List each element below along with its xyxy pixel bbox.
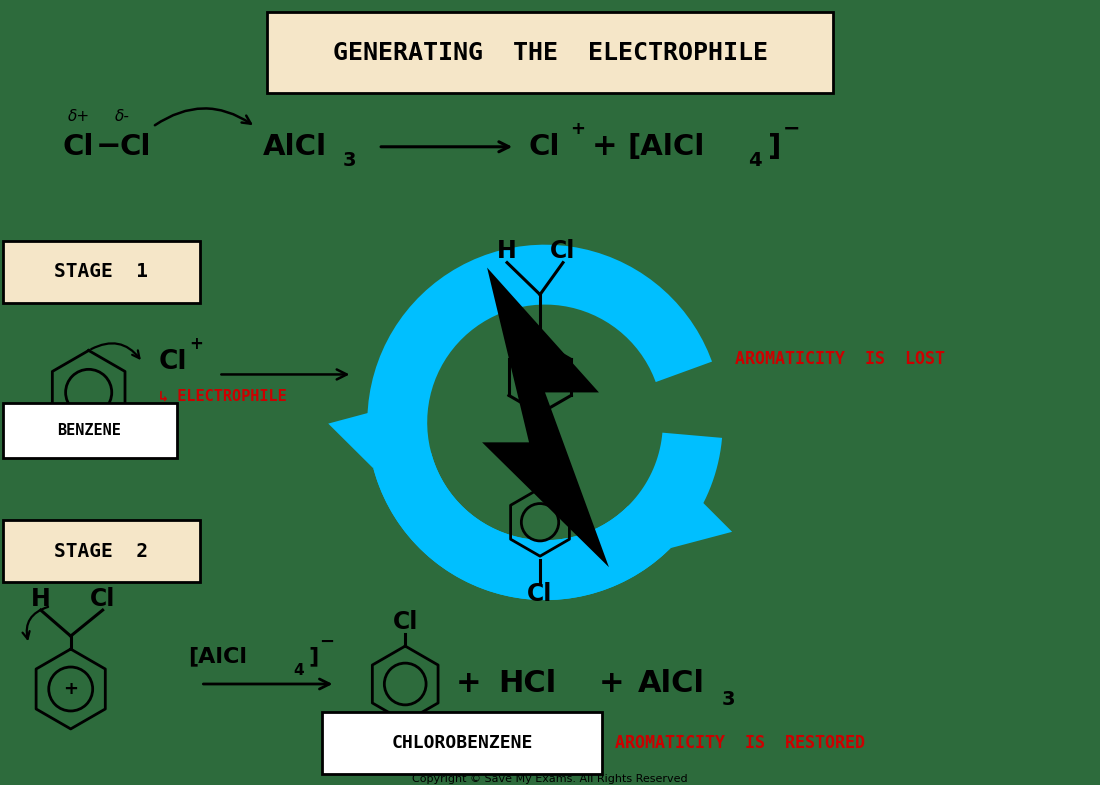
Text: [AlCl: [AlCl [628, 133, 705, 161]
Text: HCl: HCl [498, 670, 557, 699]
Text: Cl: Cl [528, 133, 560, 161]
Text: Cl: Cl [527, 582, 552, 606]
Polygon shape [367, 245, 712, 600]
Text: +: + [571, 120, 585, 138]
FancyBboxPatch shape [3, 241, 199, 302]
Text: +: + [63, 680, 78, 698]
FancyBboxPatch shape [267, 12, 833, 93]
Text: ]: ] [308, 646, 319, 666]
Text: −: − [96, 133, 121, 161]
Text: −: − [783, 119, 801, 139]
Text: 3: 3 [342, 152, 355, 170]
FancyBboxPatch shape [3, 403, 176, 458]
Text: [AlCl: [AlCl [188, 646, 248, 666]
Text: H: H [31, 587, 51, 611]
Text: BENZENE: BENZENE [57, 423, 121, 438]
Text: Copyright © Save My Exams. All Rights Reserved: Copyright © Save My Exams. All Rights Re… [412, 774, 688, 784]
Text: +: + [189, 335, 204, 353]
Text: GENERATING  THE  ELECTROPHILE: GENERATING THE ELECTROPHILE [332, 41, 768, 65]
Text: STAGE  1: STAGE 1 [54, 262, 147, 281]
Text: Cl: Cl [63, 133, 95, 161]
FancyArrowPatch shape [91, 343, 140, 358]
Text: AlCl: AlCl [638, 670, 705, 699]
Text: Cl: Cl [393, 610, 418, 634]
Polygon shape [328, 407, 390, 469]
Polygon shape [373, 433, 722, 600]
FancyArrowPatch shape [22, 607, 48, 639]
Text: AlCl: AlCl [263, 133, 327, 161]
Text: AROMATICITY  IS  LOST: AROMATICITY IS LOST [735, 350, 945, 368]
Text: ↳ ELECTROPHILE: ↳ ELECTROPHILE [158, 389, 286, 404]
Text: Cl: Cl [550, 239, 575, 263]
Text: 4: 4 [294, 663, 304, 677]
Text: +: + [592, 133, 618, 161]
Text: +: + [600, 670, 625, 699]
Text: −: − [319, 633, 334, 651]
Polygon shape [671, 487, 733, 548]
Polygon shape [482, 268, 609, 568]
FancyBboxPatch shape [3, 520, 199, 582]
Text: Cl: Cl [158, 349, 187, 375]
Text: δ+: δ+ [67, 109, 90, 124]
FancyBboxPatch shape [322, 712, 602, 774]
Text: H: H [497, 239, 517, 263]
Text: STAGE  2: STAGE 2 [54, 542, 147, 560]
Text: ]: ] [768, 133, 781, 161]
Text: δ-: δ- [116, 109, 130, 124]
Text: AROMATICITY  IS  RESTORED: AROMATICITY IS RESTORED [615, 734, 865, 752]
Text: Cl: Cl [120, 133, 152, 161]
Text: +: + [512, 308, 528, 327]
Text: 4: 4 [748, 152, 761, 170]
Text: 3: 3 [722, 691, 735, 710]
Text: Cl: Cl [90, 587, 116, 611]
FancyArrowPatch shape [155, 108, 251, 126]
Text: +: + [455, 670, 481, 699]
Text: CHLOROBENZENE: CHLOROBENZENE [392, 734, 532, 752]
